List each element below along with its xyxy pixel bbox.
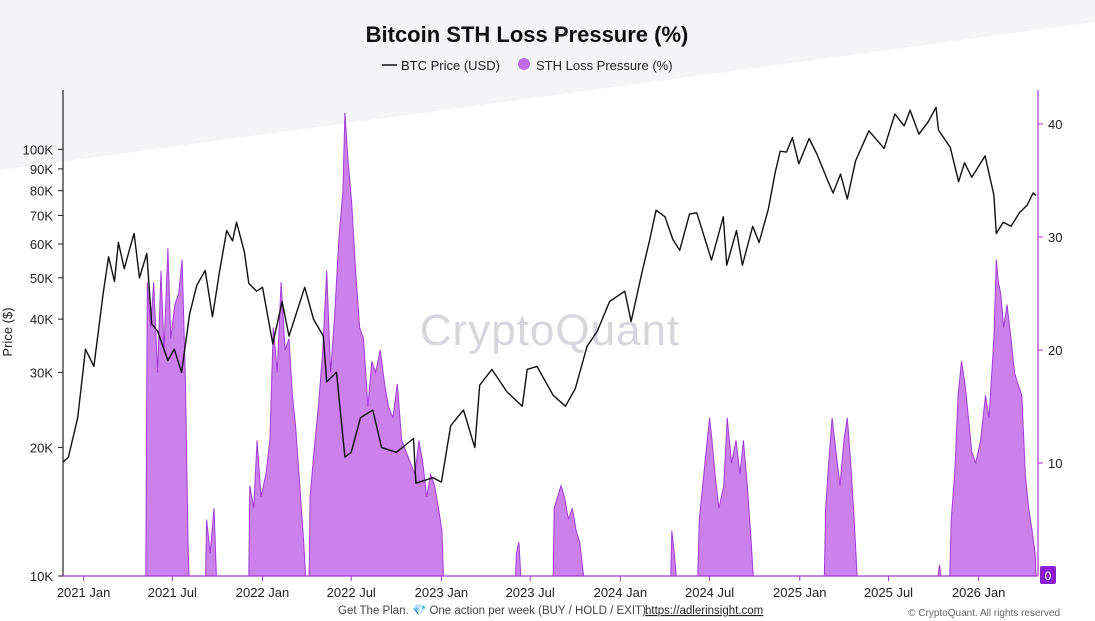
- legend-label-sth: STH Loss Pressure (%): [536, 58, 673, 73]
- x-tick-label: 2023 Jan: [415, 585, 469, 600]
- footer-promo: Get The Plan. 💎 One action per week (BUY…: [338, 604, 649, 617]
- x-tick-label: 2022 Jul: [327, 585, 376, 600]
- current-value-badge: 0: [1040, 566, 1056, 584]
- x-tick-label: 2022 Jan: [236, 585, 290, 600]
- y-tick-label: 10K: [30, 569, 53, 584]
- y-tick-label: 50K: [30, 271, 53, 286]
- sth-area-outline: [63, 112, 1037, 577]
- y-tick-label: 70K: [30, 208, 53, 223]
- background-band: [0, 0, 1095, 170]
- y-tick-label: 60K: [30, 237, 53, 252]
- y2-tick-label: 40: [1048, 117, 1062, 132]
- right-axis-ticks: 10 20 30 40: [1038, 117, 1062, 471]
- y-axis-label: Price ($): [0, 307, 15, 356]
- x-tick-label: 2023 Jul: [506, 585, 555, 600]
- y2-tick-label: 10: [1048, 456, 1062, 471]
- legend-dot-swatch: [518, 58, 530, 70]
- legend-label-price: BTC Price (USD): [401, 58, 500, 73]
- price-line-layer: [62, 106, 1037, 484]
- watermark: CryptoQuant: [420, 306, 680, 355]
- footer-copyright: © CryptoQuant. All rights reserved: [908, 608, 1060, 619]
- x-tick-label: 2021 Jul: [148, 585, 197, 600]
- footer-link[interactable]: https://adlerinsight.com: [645, 605, 763, 617]
- y2-tick-label: 20: [1048, 343, 1062, 358]
- legend: BTC Price (USD) STH Loss Pressure (%): [382, 58, 673, 73]
- x-tick-label: 2021 Jan: [57, 585, 111, 600]
- x-tick-label: 2025 Jan: [773, 585, 827, 600]
- x-tick-label: 2024 Jul: [685, 585, 734, 600]
- y-tick-label: 90K: [30, 162, 53, 177]
- y-tick-label: 80K: [30, 184, 53, 199]
- left-axis-ticks: 10K 20K 30K 40K 50K 60K 70K 80K 90K 100K: [23, 142, 63, 584]
- x-axis-ticks: 2021 Jan 2021 Jul 2022 Jan 2022 Jul 2023 Jan…: [57, 576, 1006, 600]
- badge-value: 0: [1045, 569, 1052, 583]
- chart-title: Bitcoin STH Loss Pressure (%): [366, 22, 689, 47]
- btc-price-line: [62, 106, 1037, 484]
- x-tick-label: 2025 Jul: [864, 585, 913, 600]
- badge-bg: [1040, 566, 1056, 584]
- y-tick-label: 20K: [30, 441, 53, 456]
- y-tick-label: 30K: [30, 365, 53, 380]
- x-tick-label: 2024 Jan: [594, 585, 648, 600]
- sth-area-layer: [63, 112, 1037, 577]
- sth-area-fill: [63, 112, 1036, 576]
- y2-tick-label: 30: [1048, 230, 1062, 245]
- x-tick-label: 2026 Jan: [952, 585, 1006, 600]
- y-tick-label: 40K: [30, 312, 53, 327]
- y-tick-label: 100K: [23, 142, 54, 157]
